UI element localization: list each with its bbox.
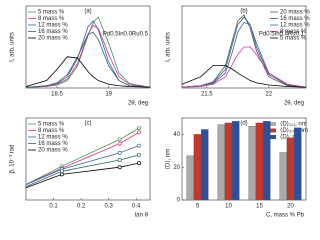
x-tick-label: 21.5 xyxy=(201,92,213,98)
series-line xyxy=(25,132,140,185)
y-tick-label: 40 xyxy=(173,132,180,138)
series-line xyxy=(25,145,140,185)
x-tick-label: 0.4 xyxy=(132,204,141,210)
x-tick-label: 10 xyxy=(225,204,232,210)
data-point xyxy=(117,165,122,170)
bar xyxy=(200,129,209,201)
plot-frame xyxy=(25,5,151,89)
series-line xyxy=(25,154,140,188)
bar xyxy=(193,134,202,201)
legend-swatch xyxy=(270,135,276,139)
legend-label: 5 mass % xyxy=(38,122,65,128)
x-axis-label: 2θ, deg xyxy=(284,101,304,107)
plot-frame xyxy=(181,117,307,201)
legend-label: 16 mass % xyxy=(38,29,68,35)
legend-swatch xyxy=(270,128,276,133)
bar xyxy=(262,121,271,201)
annotation: Pd0.5In0.4Ru0.1 xyxy=(259,32,305,38)
x-axis-label: tan θ xyxy=(135,213,149,219)
x-tick-label: 19 xyxy=(105,92,112,98)
bar xyxy=(279,152,288,201)
x-axis-label: C, mass % Pb xyxy=(266,213,305,219)
legend-label: 20 mass % xyxy=(38,148,68,154)
y-axis-label: I, arb. units xyxy=(10,32,16,62)
series-line xyxy=(181,65,307,88)
x-tick-label: 5 xyxy=(196,204,200,210)
plot-frame xyxy=(25,117,151,201)
panel-label: (b) xyxy=(240,9,247,15)
series-line xyxy=(181,46,307,88)
bar xyxy=(224,122,233,201)
bar xyxy=(286,137,295,201)
x-tick-label: 0.3 xyxy=(104,204,113,210)
legend-label: 20 mass % xyxy=(38,36,68,42)
data-point xyxy=(59,169,64,174)
panel-label: (c) xyxy=(85,121,92,127)
series-line xyxy=(181,14,307,88)
series-line xyxy=(25,56,151,88)
legend-label: ⟨D⟩₁₁₁, nm xyxy=(280,121,307,128)
legend-label: 20 mass % xyxy=(280,10,310,16)
bar xyxy=(186,155,195,201)
y-tick-label: 0 xyxy=(177,198,181,204)
legend-label: ⟨D⟩, nm xyxy=(280,134,301,141)
x-tick-label: 22 xyxy=(265,92,272,98)
x-tick-label: 20 xyxy=(287,204,294,210)
annotation: Pd0.5In0.0Ru0.5 xyxy=(103,32,149,38)
y-axis-label: I, arb. units xyxy=(166,32,172,62)
data-point xyxy=(137,126,141,131)
data-point xyxy=(117,137,122,142)
series-line xyxy=(25,24,151,88)
legend-label: 16 mass % xyxy=(38,141,68,147)
series-line xyxy=(25,162,140,189)
legend-label: 8 mass % xyxy=(38,16,65,22)
data-point xyxy=(117,158,122,162)
y-axis-label: ⟨D⟩, nm xyxy=(165,149,172,170)
x-tick-label: 18.5 xyxy=(51,92,63,98)
data-point xyxy=(117,141,122,146)
bar xyxy=(231,121,240,201)
legend-label: 12 mass % xyxy=(38,23,68,29)
legend-label: 16 mass % xyxy=(280,16,310,22)
series-line xyxy=(25,127,140,185)
y-axis-label: β, 10⁻³ rad xyxy=(10,145,16,174)
legend-swatch xyxy=(270,122,276,126)
x-tick-label: 0.2 xyxy=(77,204,86,210)
x-tick-label: 0.1 xyxy=(49,204,58,210)
legend-label: 8 mass % xyxy=(280,29,307,35)
legend-label: 12 mass % xyxy=(280,23,310,29)
bar xyxy=(293,127,302,201)
series-line xyxy=(25,31,151,88)
legend-label: 5 mass % xyxy=(38,10,65,16)
legend-label: 5 mass % xyxy=(280,36,307,42)
x-axis-label: 2θ, deg xyxy=(128,101,148,107)
data-point xyxy=(59,172,64,177)
y-tick-label: 20 xyxy=(173,165,180,171)
legend-label: 12 mass % xyxy=(38,135,68,141)
legend-label: 8 mass % xyxy=(38,128,65,134)
series-line xyxy=(181,16,307,88)
plot-frame xyxy=(181,5,307,89)
data-point xyxy=(137,130,141,135)
bar xyxy=(255,122,264,201)
bar xyxy=(217,124,226,201)
panel-label: (d) xyxy=(240,121,247,127)
data-point xyxy=(117,150,122,155)
data-point xyxy=(137,161,141,166)
data-point xyxy=(137,152,141,157)
bar xyxy=(248,126,257,201)
panel-label: (a) xyxy=(84,9,91,15)
data-point xyxy=(137,143,141,148)
x-tick-label: 15 xyxy=(256,204,263,210)
